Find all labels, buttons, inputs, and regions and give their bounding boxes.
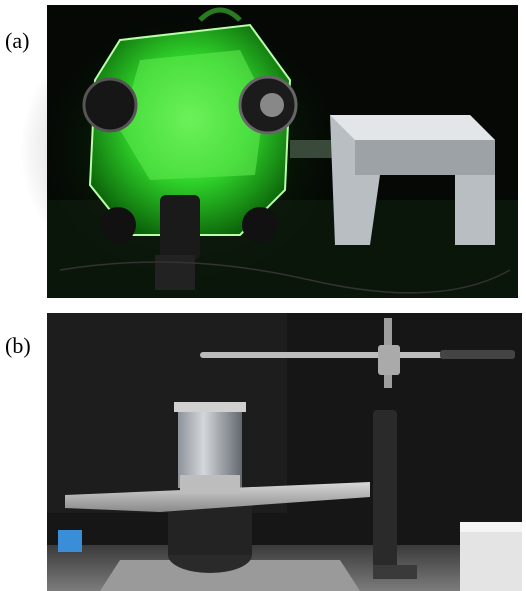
panel-label: (a) <box>5 28 29 53</box>
page: (a) (b) <box>0 0 526 591</box>
figure: (a) (b) <box>0 0 526 591</box>
photo-b <box>47 313 522 591</box>
panel-label: (b) <box>5 333 31 358</box>
photo-a <box>20 0 518 300</box>
